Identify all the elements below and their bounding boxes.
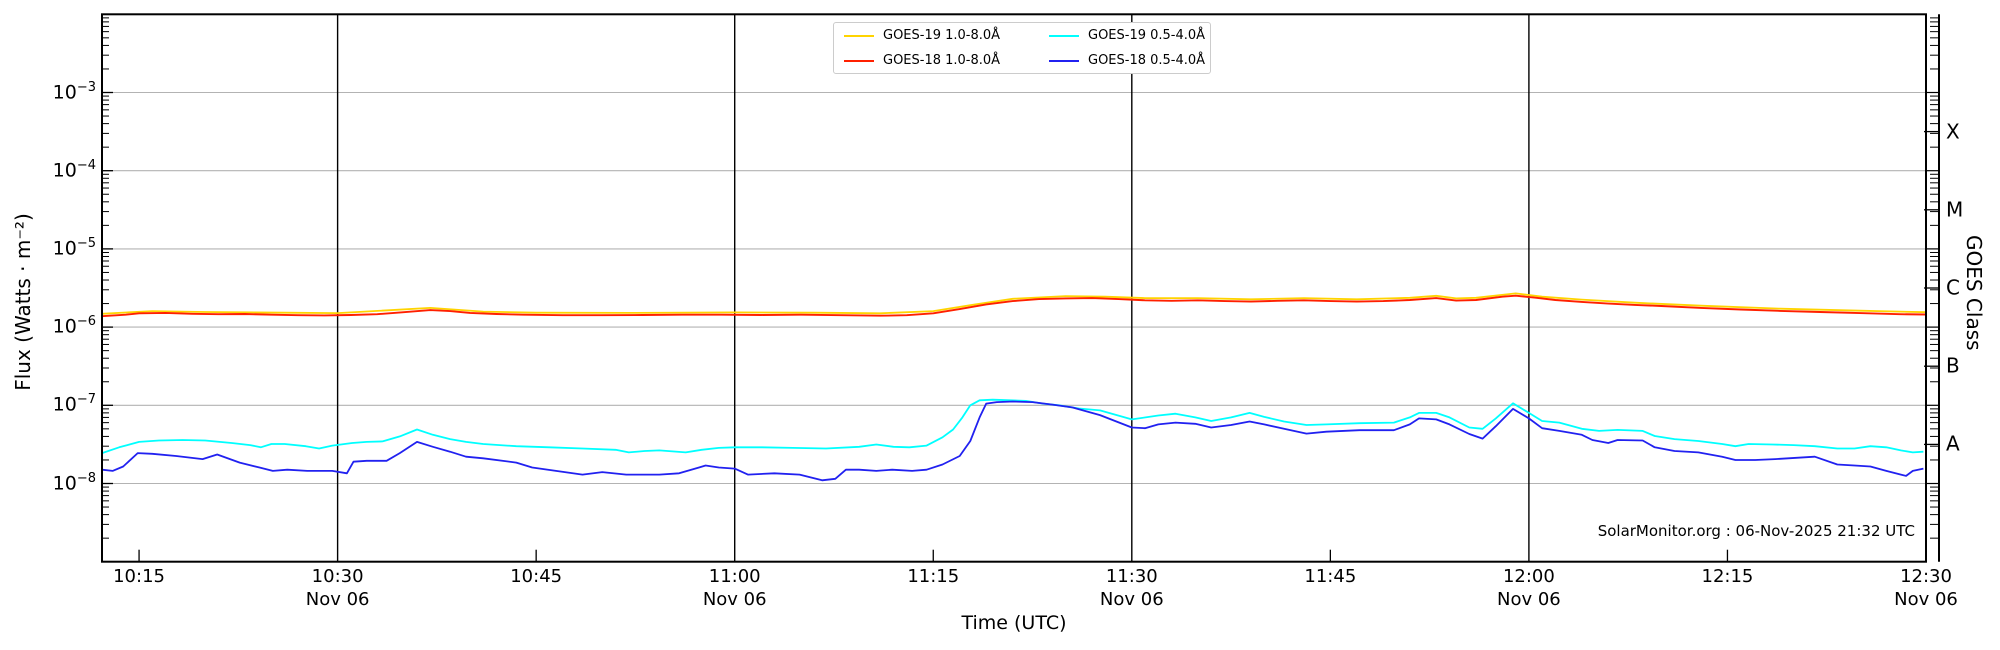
x-tick-date-label: Nov 06: [305, 589, 370, 610]
y-tick-label: 10−4: [52, 157, 96, 182]
x-tick-date-label: Nov 06: [1099, 589, 1164, 610]
series-GOES-19 0.5-4.0Å: [101, 398, 1924, 454]
legend-label: GOES-18 1.0-8.0Å: [883, 53, 1001, 68]
x-tick-label: 12:30: [1900, 566, 1952, 587]
goes-class-label: M: [1946, 197, 1964, 222]
halfhour-lines: [336, 14, 1530, 562]
x-axis-ticks: [138, 549, 1927, 562]
goes-class-label: B: [1946, 353, 1960, 378]
x-tick-label: 12:15: [1701, 566, 1754, 587]
x-tick-label: 10:45: [510, 566, 563, 587]
legend-label: GOES-19 0.5-4.0Å: [1088, 28, 1206, 43]
goes-class-label: A: [1946, 431, 1960, 456]
y-axis-ticks: [102, 17, 113, 539]
y-tick-label: 10−3: [52, 79, 96, 103]
legend-label: GOES-18 0.5-4.0Å: [1088, 53, 1206, 68]
y-tick-label: 10−5: [52, 236, 96, 260]
series-GOES-18 0.5-4.0Å: [101, 400, 1924, 482]
x-tick-date-label: Nov 06: [1894, 589, 1958, 610]
x-tick-date-label: Nov 06: [1497, 589, 1561, 610]
x-tick-label: 11:00: [708, 566, 761, 587]
x-tick-label: 11:45: [1304, 566, 1357, 587]
legend-line-swatch: [1049, 34, 1079, 37]
x-tick-label: 12:00: [1502, 566, 1555, 587]
goes-class-axis: [1924, 14, 1940, 562]
series-GOES-19 1.0-8.0Å: [101, 292, 1927, 315]
series-lines: [101, 292, 1927, 482]
legend-line-swatch: [1049, 59, 1079, 62]
x-tick-label: 10:30: [311, 566, 364, 587]
legend-label: GOES-19 1.0-8.0Å: [883, 28, 1001, 43]
x-tick-label: 10:15: [113, 566, 165, 587]
y-tick-label: 10−8: [52, 470, 96, 494]
watermark-text: SolarMonitor.org : 06-Nov-2025 21:32 UTC: [1597, 522, 1915, 540]
right-axis-title: GOES Class: [1962, 235, 1986, 351]
y-axis-title: Flux (Watts · m⁻²): [11, 213, 35, 391]
y-tick-label: 10−6: [52, 314, 96, 338]
x-tick-date-label: Nov 06: [702, 589, 767, 610]
legend-line-swatch: [844, 59, 874, 62]
x-tick-label: 11:30: [1105, 566, 1158, 587]
legend-item: GOES-19 1.0-8.0Å: [844, 28, 1049, 43]
x-axis-title: Time (UTC): [961, 612, 1067, 634]
goes-class-label: X: [1946, 119, 1960, 144]
legend-item: GOES-19 0.5-4.0Å: [1049, 28, 1206, 43]
legend-item: GOES-18 0.5-4.0Å: [1049, 53, 1206, 68]
series-GOES-18 1.0-8.0Å: [101, 294, 1927, 318]
goes-class-label: C: [1946, 275, 1960, 300]
legend-line-swatch: [844, 34, 874, 37]
x-tick-label: 11:15: [907, 566, 960, 587]
gridlines: [102, 91, 1926, 485]
y-tick-label: 10−7: [52, 392, 96, 416]
legend-box: GOES-19 1.0-8.0Å GOES-18 1.0-8.0Å GOES-19 …: [833, 22, 1211, 74]
plot-border: [101, 13, 1927, 563]
legend-item: GOES-18 1.0-8.0Å: [844, 53, 1049, 68]
